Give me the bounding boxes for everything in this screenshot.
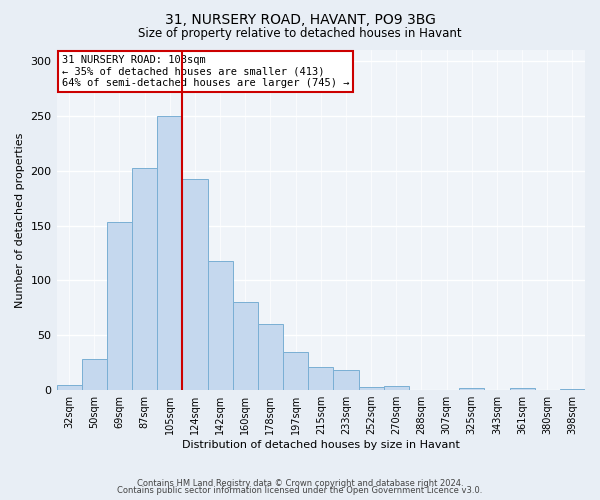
Bar [509,388,535,390]
Bar [459,388,484,390]
Bar [157,116,182,390]
Y-axis label: Number of detached properties: Number of detached properties [15,132,25,308]
Text: Contains public sector information licensed under the Open Government Licence v3: Contains public sector information licen… [118,486,482,495]
Bar [182,180,208,390]
Text: Size of property relative to detached houses in Havant: Size of property relative to detached ho… [138,28,462,40]
Bar [208,260,233,390]
Text: 31, NURSERY ROAD, HAVANT, PO9 3BG: 31, NURSERY ROAD, HAVANT, PO9 3BG [164,12,436,26]
Text: Contains HM Land Registry data © Crown copyright and database right 2024.: Contains HM Land Registry data © Crown c… [137,478,463,488]
Bar [107,222,132,390]
Bar [233,302,258,390]
Bar [258,324,283,390]
Bar [82,360,107,390]
X-axis label: Distribution of detached houses by size in Havant: Distribution of detached houses by size … [182,440,460,450]
Bar [383,386,409,390]
Bar [56,384,82,390]
Bar [283,352,308,390]
Bar [560,389,585,390]
Text: 31 NURSERY ROAD: 108sqm
← 35% of detached houses are smaller (413)
64% of semi-d: 31 NURSERY ROAD: 108sqm ← 35% of detache… [62,55,349,88]
Bar [132,168,157,390]
Bar [308,367,334,390]
Bar [359,387,383,390]
Bar [334,370,359,390]
